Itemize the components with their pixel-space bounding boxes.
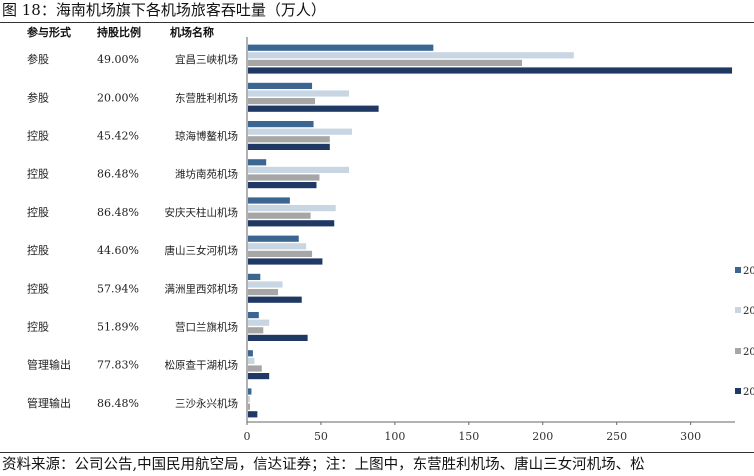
bar-0-1	[248, 52, 574, 59]
bar-0-0	[248, 44, 434, 51]
participation-label: 参股	[27, 52, 49, 66]
participation-label: 管理输出	[27, 358, 71, 372]
bar-9-0	[248, 388, 252, 395]
bar-3-2	[248, 174, 320, 181]
x-tick-label: 150	[458, 430, 479, 443]
bar-9-3	[248, 411, 258, 418]
participation-label: 控股	[27, 205, 49, 219]
bar-9-1	[248, 396, 250, 403]
share-ratio-label: 86.48%	[97, 168, 139, 181]
airport-name-label: 安庆天柱山机场	[165, 206, 239, 219]
source-note: 资料来源：公司公告,中国民用航空局，信达证券；注：上图中，东营胜利机场、唐山三女…	[2, 457, 645, 473]
share-ratio-label: 49.00%	[97, 53, 139, 66]
bar-8-1	[248, 357, 255, 364]
bar-7-3	[248, 334, 308, 341]
airport-name-label: 满洲里西郊机场	[165, 282, 239, 295]
share-ratio-label: 20.00%	[97, 91, 139, 104]
bar-2-1	[248, 128, 352, 135]
participation-label: 控股	[27, 281, 49, 295]
bar-3-3	[248, 182, 317, 189]
bar-3-0	[248, 159, 267, 166]
airport-name-label: 唐山三女河机场	[165, 244, 239, 257]
bar-5-3	[248, 258, 323, 265]
legend: 20 20 20 20	[735, 266, 754, 398]
bar-0-3	[248, 67, 733, 74]
bar-4-0	[248, 197, 290, 204]
bar-4-3	[248, 220, 335, 227]
bar-8-3	[248, 373, 270, 380]
bar-2-3	[248, 143, 330, 150]
x-tick-label: 300	[680, 430, 701, 443]
share-ratio-label: 44.60%	[97, 244, 139, 257]
participation-label: 控股	[27, 167, 49, 181]
x-tick-label: 100	[384, 430, 405, 443]
share-ratio-label: 86.48%	[97, 397, 139, 410]
figure-title: 图 18：海南机场旗下各机场旅客吞吐量（万人）	[2, 1, 326, 19]
bar-0-2	[248, 59, 523, 66]
bar-9-2	[248, 403, 250, 410]
bar-5-2	[248, 250, 313, 257]
bar-1-2	[248, 98, 316, 105]
legend-swatch-1	[735, 307, 741, 313]
footer-rule	[0, 452, 754, 453]
column-header-0: 参与形式	[27, 25, 71, 39]
share-ratio-label: 57.94%	[97, 282, 139, 295]
participation-label: 管理输出	[27, 396, 71, 410]
x-tick-label: 200	[532, 430, 553, 443]
bar-7-1	[248, 319, 270, 326]
participation-label: 参股	[27, 90, 49, 104]
bar-1-1	[248, 90, 350, 97]
title-rule	[0, 22, 754, 23]
bar-2-0	[248, 121, 314, 128]
airport-name-label: 宜昌三峡机场	[175, 53, 238, 66]
bar-6-0	[248, 273, 261, 280]
bar-7-0	[248, 312, 259, 319]
bar-5-0	[248, 235, 299, 242]
share-ratio-label: 77.83%	[97, 359, 139, 372]
share-ratio-label: 45.42%	[97, 130, 139, 143]
x-axis: 0 50 100 150 200 250 300	[244, 37, 735, 443]
bar-8-2	[248, 365, 262, 372]
bar-1-0	[248, 82, 313, 89]
bar-6-3	[248, 296, 302, 303]
legend-swatch-0	[735, 267, 741, 273]
legend-swatch-3	[735, 388, 741, 394]
bar-6-2	[248, 289, 279, 296]
x-tick-label: 50	[314, 430, 328, 443]
column-header-2: 机场名称	[170, 25, 214, 39]
bar-1-3	[248, 105, 379, 112]
x-tick-label: 0	[244, 430, 251, 443]
bar-5-1	[248, 243, 307, 250]
bar-4-1	[248, 205, 336, 212]
bar-7-2	[248, 327, 264, 334]
bar-8-0	[248, 350, 253, 357]
x-tick-label: 250	[606, 430, 627, 443]
legend-swatch-2	[735, 348, 741, 354]
airport-name-label: 琼海博鳌机场	[175, 130, 238, 143]
participation-label: 控股	[27, 320, 49, 334]
legend-label-3: 20	[743, 387, 754, 398]
bar-4-2	[248, 212, 311, 219]
participation-label: 控股	[27, 129, 49, 143]
legend-label-1: 20	[743, 306, 754, 317]
airport-name-label: 潍坊南苑机场	[175, 168, 238, 181]
column-headers: 参与形式 持股比例 机场名称	[27, 25, 214, 39]
airport-name-label: 营口兰旗机场	[175, 321, 238, 334]
bar-3-1	[248, 166, 350, 173]
airport-name-label: 三沙永兴机场	[175, 397, 238, 410]
legend-label-0: 20	[743, 266, 754, 277]
bar-6-1	[248, 281, 283, 288]
column-header-1: 持股比例	[97, 25, 141, 39]
airport-name-label: 松原查干湖机场	[165, 359, 239, 372]
participation-label: 控股	[27, 243, 49, 257]
share-ratio-label: 86.48%	[97, 206, 139, 219]
bar-2-2	[248, 136, 330, 143]
share-ratio-label: 51.89%	[97, 321, 139, 334]
bars	[248, 44, 733, 418]
airport-name-label: 东营胜利机场	[175, 91, 238, 104]
legend-label-2: 20	[743, 347, 754, 358]
